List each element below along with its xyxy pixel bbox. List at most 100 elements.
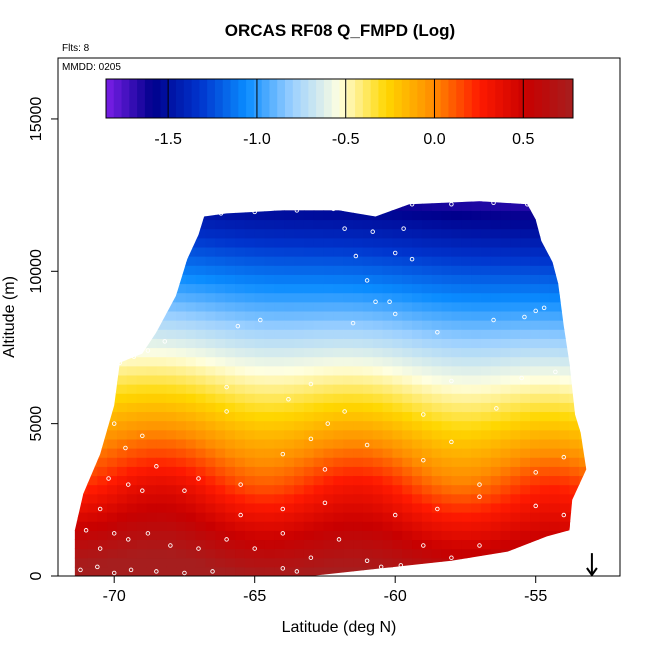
field-cell <box>146 384 157 394</box>
field-cell <box>451 310 462 321</box>
field-cell <box>97 466 108 477</box>
field-cell <box>471 201 482 202</box>
field-cell <box>530 402 541 413</box>
field-cell <box>382 438 393 449</box>
field-cell <box>471 301 482 312</box>
field-cell <box>500 420 512 431</box>
field-cell <box>265 183 275 193</box>
field-cell <box>412 548 423 559</box>
field-cell <box>274 329 285 339</box>
colorbar-segment <box>565 79 574 118</box>
field-cell <box>166 228 177 239</box>
field-cell <box>107 301 118 312</box>
field-cell <box>117 557 128 568</box>
flight-track-point <box>97 546 103 551</box>
field-cell <box>97 183 107 193</box>
field-cell <box>264 283 275 294</box>
field-cell <box>244 265 256 275</box>
field-cell <box>303 411 315 422</box>
field-cell <box>609 357 619 367</box>
field-cell <box>589 229 599 239</box>
flight-track-point <box>83 528 89 533</box>
field-cell <box>146 539 157 550</box>
field-cell <box>520 201 531 202</box>
field-cell <box>117 438 128 449</box>
field-cell <box>107 384 118 394</box>
field-cell <box>185 219 197 230</box>
field-cell <box>589 421 599 431</box>
field-cell <box>549 256 561 266</box>
field-cell <box>185 265 197 275</box>
field-cell <box>569 457 580 467</box>
field-cell <box>382 420 393 431</box>
field-cell <box>579 521 587 531</box>
colorbar-tick-label: -1.5 <box>154 131 182 148</box>
field-cell <box>560 174 570 184</box>
field-cell <box>461 301 472 312</box>
field-cell <box>412 484 423 495</box>
field-cell <box>333 502 344 513</box>
field-cell <box>461 466 472 477</box>
field-cell <box>333 329 344 339</box>
field-cell <box>74 530 79 541</box>
field-cell <box>333 201 344 202</box>
flight-track-point <box>162 339 168 344</box>
field-cell <box>490 521 502 531</box>
field-cell <box>87 429 98 440</box>
field-cell <box>520 183 530 193</box>
field-cell <box>254 384 266 394</box>
field-cell <box>549 429 561 440</box>
field-cell <box>235 237 246 248</box>
field-cell <box>333 548 344 559</box>
field-cell <box>480 438 492 449</box>
field-cell <box>539 347 551 358</box>
field-cell <box>274 566 285 576</box>
field-cell <box>176 429 187 440</box>
field-cell <box>589 530 599 540</box>
field-cell <box>235 539 246 550</box>
field-cell <box>284 493 295 504</box>
field-cell <box>303 457 315 467</box>
field-cell <box>274 338 285 349</box>
field-cell <box>225 374 236 385</box>
field-cell <box>353 174 363 184</box>
field-cell <box>235 530 246 541</box>
field-cell <box>559 557 571 568</box>
field-cell <box>490 219 502 230</box>
field-cell <box>559 329 571 339</box>
field-cell <box>579 420 587 431</box>
field-cell <box>254 265 266 275</box>
field-cell <box>480 384 492 394</box>
field-cell <box>451 329 462 339</box>
field-cell <box>589 338 599 348</box>
field-cell <box>176 237 187 248</box>
field-cell <box>294 320 305 330</box>
field-cell <box>176 283 187 294</box>
field-cell <box>549 292 561 303</box>
field-cell <box>431 301 443 312</box>
field-cell <box>510 429 521 440</box>
field-cell <box>343 310 354 321</box>
field-cell <box>490 548 502 559</box>
field-cell <box>264 365 275 376</box>
field-cell <box>215 219 226 230</box>
field-cell <box>74 475 79 486</box>
field-cell <box>254 457 266 467</box>
field-cell <box>353 493 364 504</box>
field-cell <box>77 219 89 230</box>
field-cell <box>97 347 108 358</box>
field-cell <box>500 320 512 330</box>
field-cell <box>461 347 472 358</box>
field-cell <box>205 402 216 413</box>
field-cell <box>362 210 374 221</box>
field-cell <box>421 256 433 266</box>
field-cell <box>225 566 236 576</box>
field-cell <box>195 429 207 440</box>
field-cell <box>569 201 580 211</box>
flight-track-point <box>378 564 384 570</box>
field-cell <box>490 201 502 211</box>
field-cell <box>559 493 571 504</box>
field-cell <box>609 265 619 275</box>
flight-track-point <box>477 543 482 548</box>
field-cell <box>589 466 599 476</box>
